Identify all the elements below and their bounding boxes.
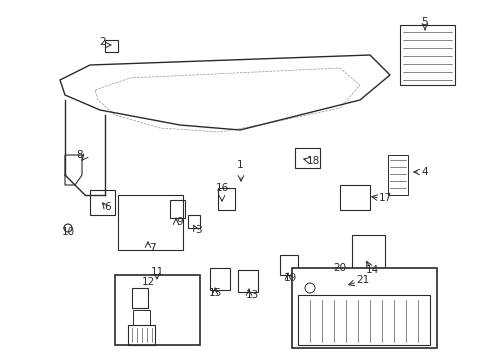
Text: 17: 17 (378, 193, 391, 203)
Text: 18: 18 (306, 156, 319, 166)
Text: 13: 13 (245, 290, 258, 300)
Text: 19: 19 (283, 273, 296, 283)
Bar (291, 268, 436, 348)
Text: 9: 9 (176, 217, 183, 227)
Text: 7: 7 (148, 243, 155, 253)
Text: 11: 11 (150, 267, 163, 277)
Text: 3: 3 (194, 225, 201, 235)
Text: 8: 8 (77, 150, 83, 160)
Text: 14: 14 (365, 265, 378, 275)
Text: 1: 1 (236, 160, 243, 170)
Text: 20: 20 (333, 263, 346, 273)
Text: 12: 12 (141, 277, 154, 287)
Bar (118, 195, 183, 250)
Text: 2: 2 (100, 37, 106, 47)
Text: 10: 10 (61, 227, 74, 237)
Text: 4: 4 (421, 167, 427, 177)
Text: 6: 6 (104, 202, 111, 212)
Text: 15: 15 (208, 288, 221, 298)
Bar (115, 275, 200, 345)
Text: 21: 21 (356, 275, 369, 285)
Text: 5: 5 (421, 17, 427, 27)
Text: 16: 16 (215, 183, 228, 193)
